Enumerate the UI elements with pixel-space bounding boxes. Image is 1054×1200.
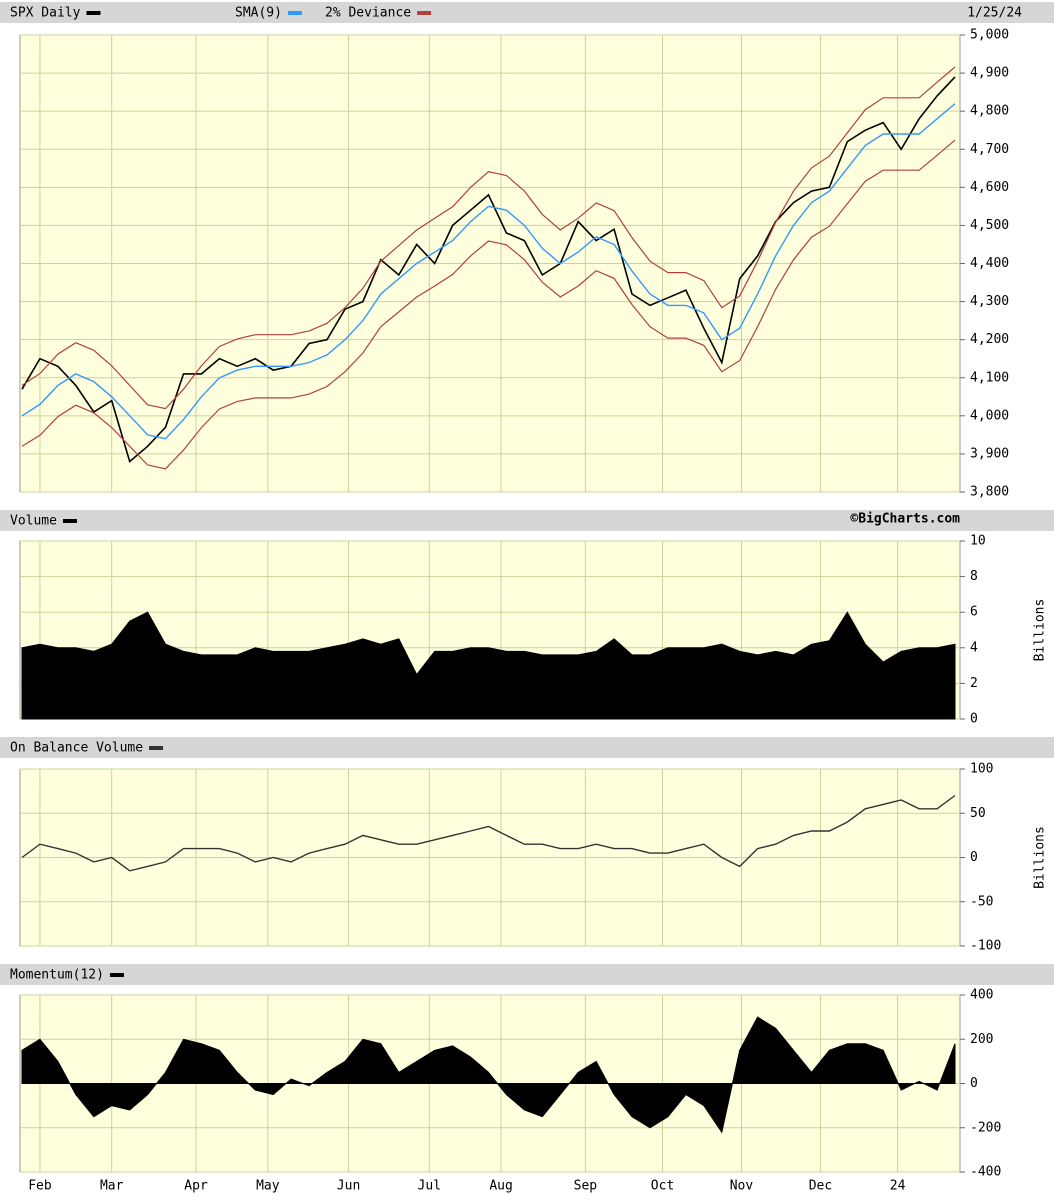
series-area: [21, 611, 956, 720]
legend-swatch: [109, 973, 124, 977]
y-tick-label: 10: [970, 534, 986, 549]
y-tick-label: 0: [970, 850, 978, 865]
y-axis-label: Billions: [1033, 599, 1048, 662]
y-tick-label: -200: [970, 1120, 1001, 1135]
series-area: [21, 1016, 956, 1134]
legend-swatch: [86, 11, 101, 15]
y-tick-label: 4,600: [970, 180, 1009, 195]
panel-header: [0, 510, 1054, 531]
y-tick-label: -50: [970, 894, 993, 909]
x-tick-label: Apr: [184, 1179, 208, 1194]
y-tick-label: 3,900: [970, 446, 1009, 461]
source-label: ©BigCharts.com: [850, 512, 960, 527]
panel-header: [0, 2, 1054, 23]
x-tick-label: Aug: [489, 1179, 512, 1194]
x-tick-label: Sep: [574, 1179, 598, 1194]
y-tick-label: 3,800: [970, 485, 1009, 500]
legend-swatch: [62, 519, 77, 523]
band-line: [21, 139, 956, 470]
y-tick-label: 0: [970, 712, 978, 727]
y-tick-label: 200: [970, 1032, 993, 1047]
x-tick-label: May: [256, 1179, 280, 1194]
legend-label: Volume: [10, 514, 57, 529]
y-tick-label: 4,800: [970, 104, 1009, 119]
series-line: [21, 794, 956, 872]
x-tick-label: 24: [890, 1179, 906, 1194]
y-tick-label: 4,100: [970, 370, 1009, 385]
y-tick-label: 4,000: [970, 408, 1009, 423]
x-tick-label: Feb: [28, 1179, 52, 1194]
y-tick-label: 8: [970, 569, 978, 584]
band-line: [21, 66, 956, 410]
y-axis-label: Billions: [1033, 826, 1048, 889]
y-tick-label: 4,300: [970, 294, 1009, 309]
y-tick-label: 2: [970, 676, 978, 691]
y-tick-label: 5,000: [970, 28, 1009, 43]
x-tick-label: Nov: [730, 1179, 754, 1194]
y-tick-label: 4: [970, 640, 978, 655]
panel-header: [0, 964, 1054, 985]
y-tick-label: 50: [970, 806, 986, 821]
legend-label: SMA(9): [235, 6, 282, 21]
legend-label: SPX Daily: [10, 6, 81, 21]
x-tick-label: Mar: [100, 1179, 124, 1194]
series-line: [21, 103, 956, 440]
y-tick-label: -400: [970, 1165, 1001, 1180]
legend-label: 2% Deviance: [325, 6, 411, 21]
y-tick-label: 400: [970, 988, 993, 1003]
panel-header: [0, 737, 1054, 758]
y-tick-label: 4,900: [970, 66, 1009, 81]
legend-swatch: [417, 11, 432, 15]
y-tick-label: 4,700: [970, 142, 1009, 157]
date-label: 1/25/24: [967, 6, 1022, 21]
x-tick-label: Oct: [651, 1179, 674, 1194]
legend-swatch: [149, 746, 164, 750]
y-tick-label: 100: [970, 762, 993, 777]
x-tick-label: Jul: [418, 1179, 441, 1194]
y-tick-label: -100: [970, 939, 1001, 954]
y-tick-label: 4,500: [970, 218, 1009, 233]
legend-swatch: [287, 11, 302, 15]
x-tick-label: Dec: [809, 1179, 832, 1194]
legend-label: Momentum(12): [10, 968, 104, 983]
legend-label: On Balance Volume: [10, 741, 143, 756]
y-tick-label: 0: [970, 1076, 978, 1091]
x-tick-label: Jun: [337, 1179, 360, 1194]
series-line: [21, 76, 956, 463]
y-tick-label: 4,200: [970, 332, 1009, 347]
y-tick-label: 6: [970, 605, 978, 620]
y-tick-label: 4,400: [970, 256, 1009, 271]
